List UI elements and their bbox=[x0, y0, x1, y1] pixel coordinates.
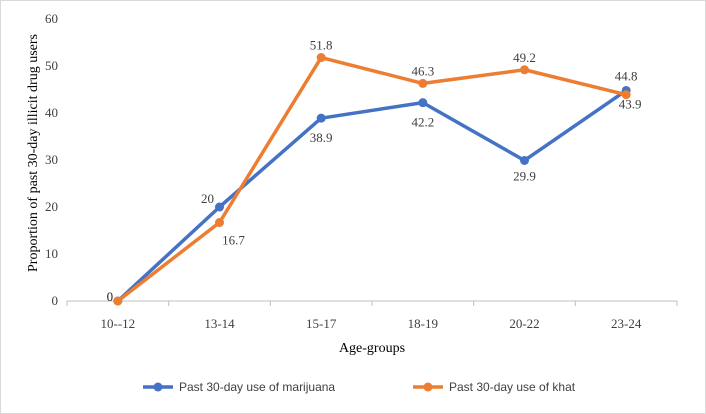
x-axis-title: Age-groups bbox=[339, 341, 405, 356]
legend: Past 30-day use of marijuana Past 30-day … bbox=[143, 380, 576, 394]
series-layer bbox=[113, 53, 631, 306]
x-tick-label: 13-14 bbox=[204, 316, 235, 331]
x-axis: 10--12 13-14 15-17 18-19 20-22 23-24 bbox=[66, 300, 678, 331]
legend-entry-label: Past 30-day use of marijuana bbox=[179, 380, 335, 394]
data-label: 29.9 bbox=[513, 168, 536, 183]
data-label: 20 bbox=[201, 191, 214, 206]
y-tick-label: 40 bbox=[45, 105, 58, 120]
data-point bbox=[316, 53, 326, 63]
y-tick-label: 20 bbox=[45, 199, 58, 214]
series-marijuana bbox=[113, 85, 631, 306]
legend-swatch-marker bbox=[153, 382, 163, 392]
y-tick-label: 60 bbox=[45, 11, 58, 26]
data-point bbox=[520, 65, 529, 75]
data-label: 44.8 bbox=[615, 68, 638, 83]
data-label: 0 bbox=[107, 289, 114, 304]
y-tick-label: 10 bbox=[45, 246, 58, 261]
data-label: 43.9 bbox=[619, 97, 642, 112]
series-line bbox=[116, 55, 627, 303]
series-khat bbox=[113, 53, 631, 306]
x-tick-label: 23-24 bbox=[611, 316, 642, 331]
x-tick-label: 15-17 bbox=[306, 316, 337, 331]
data-point bbox=[418, 78, 428, 88]
y-tick-label: 50 bbox=[45, 58, 58, 73]
data-label: 16.7 bbox=[222, 233, 245, 248]
data-point bbox=[316, 113, 326, 123]
data-label: 42.2 bbox=[411, 115, 434, 130]
data-point bbox=[113, 296, 123, 306]
y-axis: 0 10 20 30 40 50 60 bbox=[45, 11, 58, 308]
y-axis-title: Proportion of past 30-day illicit drug u… bbox=[26, 34, 41, 272]
data-point bbox=[215, 218, 224, 228]
legend-entry-label: Past 30-day use of khat bbox=[449, 380, 576, 394]
y-tick-label: 0 bbox=[52, 293, 59, 308]
data-label: 49.2 bbox=[513, 50, 536, 65]
data-label: 0 bbox=[107, 289, 114, 304]
data-label: 38.9 bbox=[310, 130, 333, 145]
data-label: 51.8 bbox=[310, 38, 333, 53]
x-tick-label: 18-19 bbox=[408, 316, 438, 331]
data-label: 46.3 bbox=[411, 63, 434, 78]
data-point bbox=[520, 155, 529, 165]
x-tick-label: 10--12 bbox=[100, 316, 135, 331]
legend-swatch-marker bbox=[423, 382, 433, 392]
data-point bbox=[215, 202, 224, 212]
data-point bbox=[621, 90, 631, 100]
x-tick-label: 20-22 bbox=[509, 316, 539, 331]
series-line bbox=[116, 88, 628, 303]
data-point bbox=[418, 98, 428, 108]
y-tick-label: 30 bbox=[45, 152, 58, 167]
